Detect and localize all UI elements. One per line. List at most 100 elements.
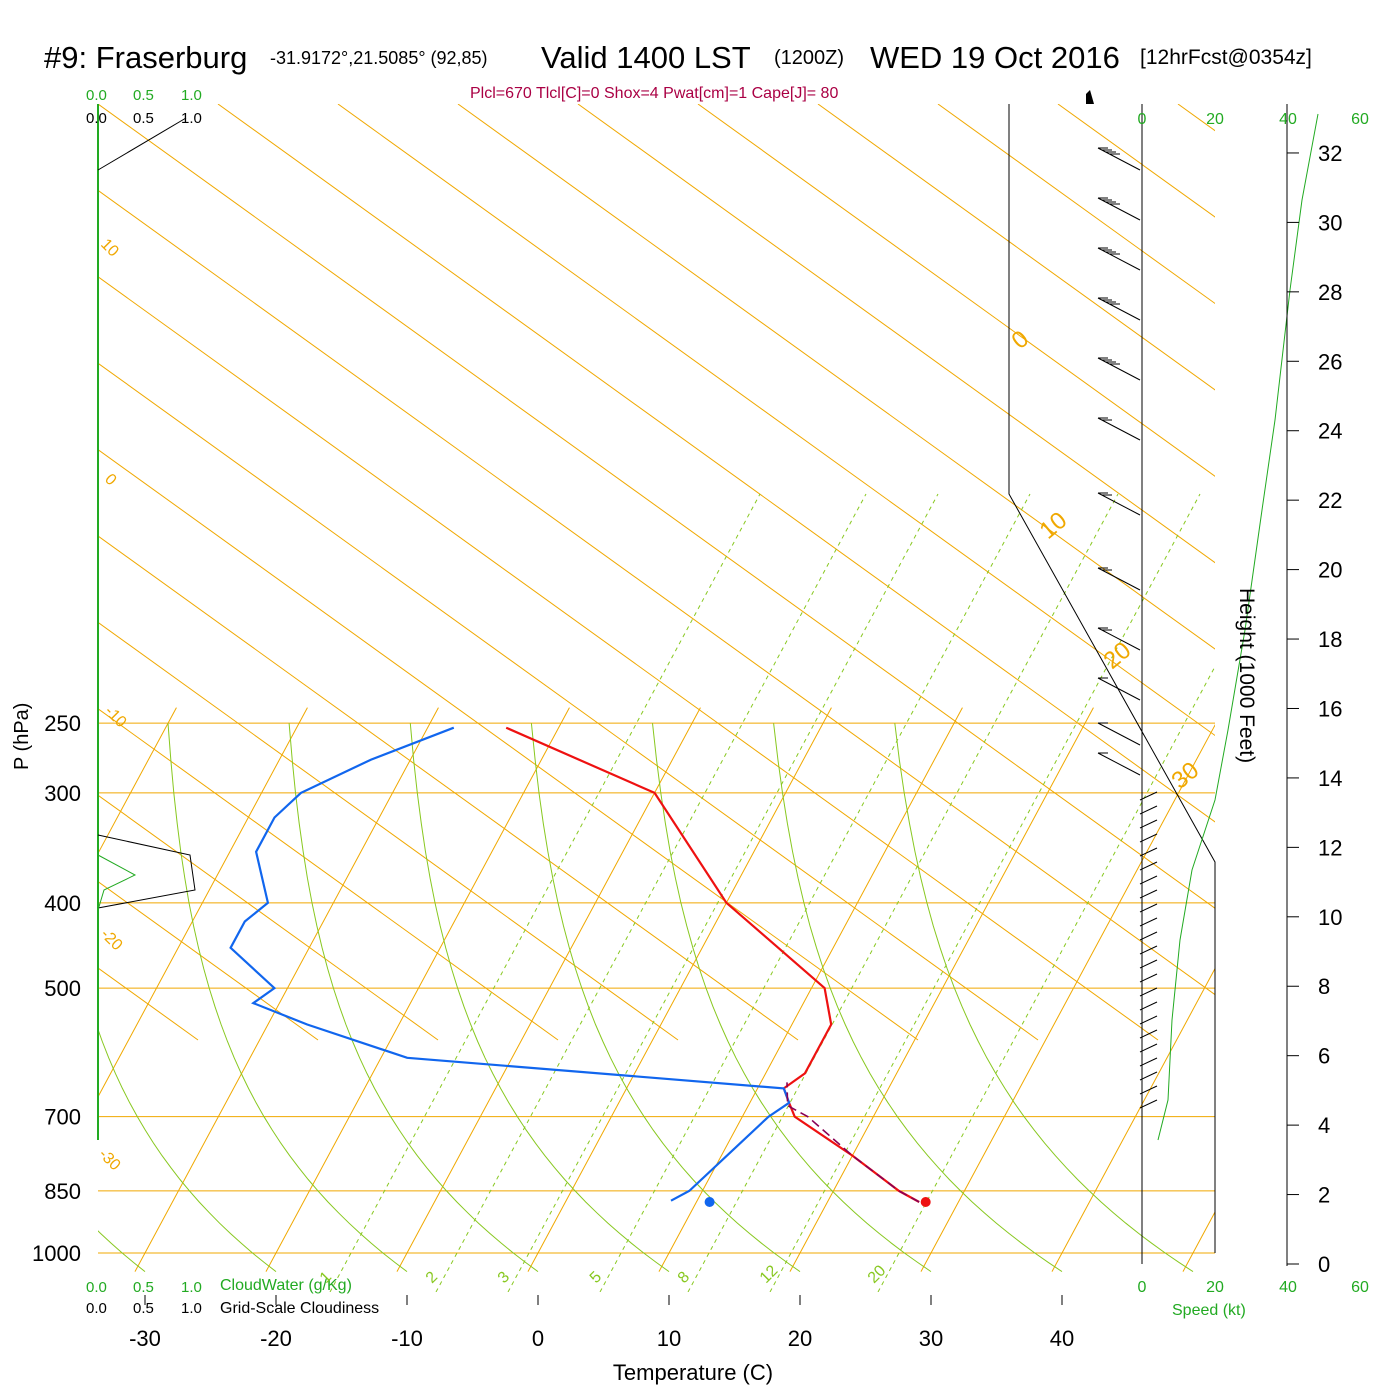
dry-adiabat-line	[98, 276, 1159, 1041]
speed-tick-label: 40	[1279, 1279, 1297, 1296]
speed-axis-title: Speed (kt)	[1172, 1302, 1246, 1319]
height-axis-title: Height (1000 Feet)	[1235, 588, 1258, 763]
wind-barb	[1139, 889, 1158, 899]
temperature-axis-title: Temperature (C)	[613, 1360, 773, 1385]
dry-adiabat-line	[937, 104, 1215, 305]
pressure-tick-label: 700	[44, 1105, 81, 1130]
height-tick-label: 12	[1318, 835, 1342, 860]
mixing-ratio-label: 2	[423, 1268, 441, 1286]
mixing-ratio-line	[329, 493, 761, 1292]
wind-barb	[1139, 1001, 1158, 1011]
cloud-black-tick-1-bottom: 0.5	[133, 1300, 154, 1317]
series-line	[786, 1082, 920, 1203]
moist-adiabat-line	[409, 723, 670, 1273]
mixing-ratio-label: 3	[495, 1268, 513, 1286]
series-line	[505, 726, 920, 1203]
height-tick-label: 14	[1318, 766, 1342, 791]
dry-adiabat-line	[817, 104, 1215, 391]
mixing-ratio-line	[435, 493, 867, 1292]
wind-barb	[1139, 959, 1158, 969]
wind-barb	[1139, 847, 1158, 857]
dry-adiabat-line	[1177, 104, 1215, 132]
temperature-tick-label: 30	[919, 1326, 943, 1351]
height-tick-label: 10	[1318, 905, 1342, 930]
valid-time: Valid 1400 LST	[541, 40, 751, 75]
wind-barbs	[1097, 147, 1158, 1109]
wind-barb	[1097, 567, 1141, 591]
background-lines	[0, 104, 1400, 1292]
height-tick-label: 24	[1318, 419, 1342, 444]
pressure-tick-label: 850	[44, 1179, 81, 1204]
dry-adiabat-line	[98, 104, 1215, 909]
isotherm-label: 10	[97, 236, 122, 261]
isotherm-line	[0, 708, 45, 1272]
wind-barb	[1139, 861, 1158, 871]
isotherm-label: -20	[97, 926, 125, 954]
pressure-tick-label: 250	[44, 711, 81, 736]
stability-indices: Plcl=670 Tlcl[C]=0 Shox=4 Pwat[cm]=1 Cap…	[470, 85, 838, 102]
wind-barb	[1139, 903, 1158, 913]
dry-adiabat-line	[98, 708, 559, 1041]
isotherm-line	[527, 707, 832, 1272]
cloud-scale-top: 0.0 0.5 1.0 0.0 0.5 1.0	[86, 87, 202, 127]
cloudiness-label: Grid-Scale Cloudiness	[220, 1300, 379, 1317]
isotherm-label: -30	[95, 1146, 123, 1174]
height-tick-label: 22	[1318, 488, 1342, 513]
temperature-tick-label: -30	[129, 1326, 161, 1351]
speed-tick-label: 20	[1206, 1279, 1224, 1296]
wind-barb	[1139, 931, 1158, 941]
mixing-ratio-line	[507, 493, 939, 1292]
mixing-ratio-label: 20	[865, 1262, 890, 1287]
height-tick-label: 6	[1318, 1044, 1330, 1069]
wind-barb	[1139, 833, 1158, 843]
wind-barb	[1097, 197, 1141, 221]
surface-marker	[920, 1197, 931, 1207]
mixing-ratio-label: 5	[587, 1268, 605, 1286]
wind-barb	[1139, 819, 1158, 829]
dry-adiabat-line	[697, 104, 1215, 477]
temperature-tick-label: -20	[260, 1326, 292, 1351]
temperature-tick-label: -10	[391, 1326, 423, 1351]
wind-barb	[1097, 722, 1141, 746]
cloud-green-tick-2-bottom: 1.0	[181, 1279, 202, 1296]
isotherm-line	[789, 707, 1094, 1272]
speed-tick-label: 60	[1351, 1279, 1369, 1296]
wind-barb	[1139, 987, 1158, 997]
wind-speed-profile	[1157, 113, 1319, 1141]
isotherm-line	[920, 724, 1215, 1272]
speed-tick-label: 0	[1138, 111, 1147, 128]
cloudiness-profile-top	[97, 117, 187, 171]
series-line	[229, 726, 791, 1202]
dry-adiabat-line	[217, 104, 1215, 823]
mixing-ratio-labels: 1 2 3 5 8 12 20	[317, 1262, 890, 1287]
dry-adiabat-line	[457, 104, 1215, 650]
pressure-axis-title: P (hPa)	[11, 703, 33, 770]
cloud-green-tick-1-bottom: 0.5	[133, 1279, 154, 1296]
wind-barb	[1139, 791, 1158, 801]
speed-tick-label: 40	[1279, 111, 1297, 128]
height-tick-label: 30	[1318, 210, 1342, 235]
cloud-black-tick-2-bottom: 1.0	[181, 1300, 202, 1317]
dry-adiabat-line	[98, 189, 1215, 996]
dry-adiabat-line	[98, 621, 679, 1041]
wind-barb	[1139, 945, 1158, 955]
dry-adiabat-line	[1298, 104, 1400, 1040]
height-tick-label: 2	[1318, 1183, 1330, 1208]
moist-adiabat-line	[773, 723, 1063, 1273]
height-tick-label: 32	[1318, 141, 1342, 166]
speed-tick-label: 20	[1206, 111, 1224, 128]
isotherm-label: 0	[101, 471, 119, 489]
cloudiness-profile	[97, 834, 196, 909]
height-tick-label: 4	[1318, 1113, 1330, 1138]
moist-adiabat-line	[167, 723, 408, 1272]
wind-barb	[1097, 247, 1141, 271]
cloud-green-tick-0: 0.0	[86, 87, 107, 104]
valid-date: WED 19 Oct 2016	[870, 40, 1120, 75]
isotherm-line	[658, 707, 963, 1272]
temperature-axis: -30 -20 -10 0 10 20 30 40	[129, 1295, 1074, 1351]
isotherm-label: -10	[101, 703, 129, 731]
isotherm-label: 20	[1099, 637, 1137, 675]
wind-barb	[1139, 1099, 1158, 1109]
cloudwater-label: CloudWater (g/Kg)	[220, 1277, 352, 1294]
